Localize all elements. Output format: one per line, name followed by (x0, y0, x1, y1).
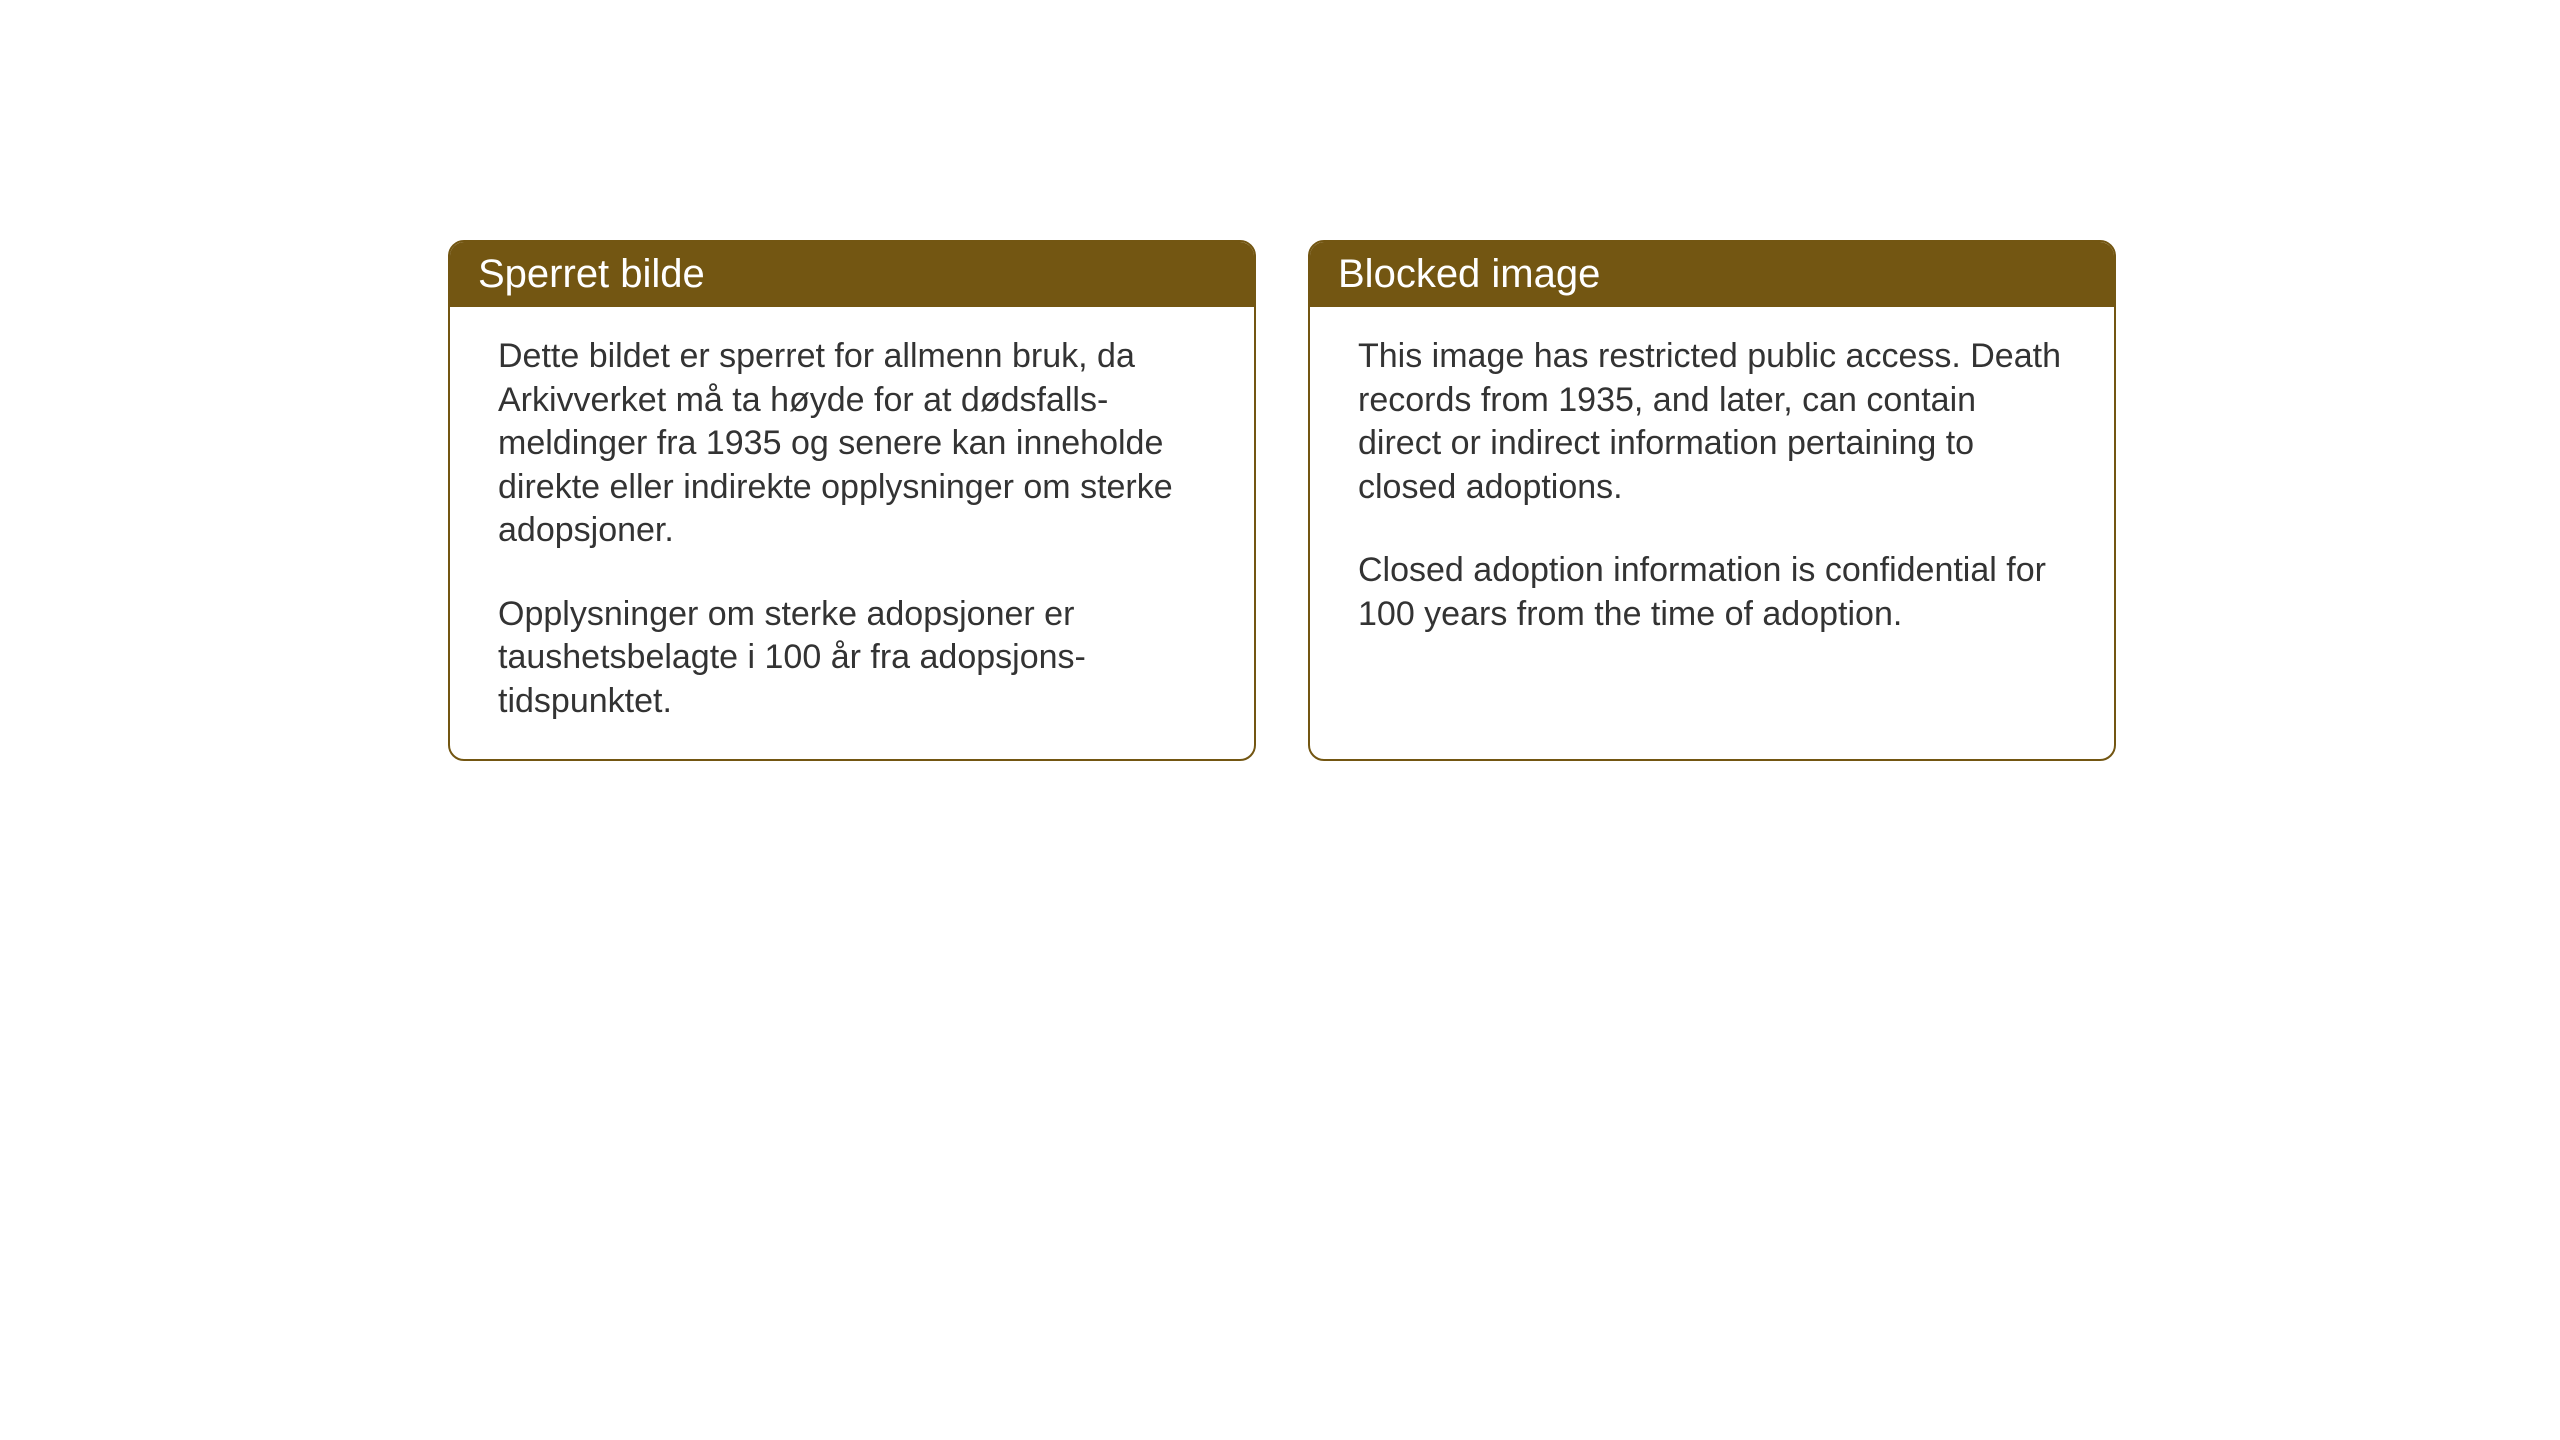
notice-title-english: Blocked image (1338, 252, 1600, 296)
notice-box-english: Blocked image This image has restricted … (1308, 240, 2116, 761)
notice-title-norwegian: Sperret bilde (478, 252, 705, 296)
notices-container: Sperret bilde Dette bildet er sperret fo… (448, 240, 2116, 761)
notice-header-english: Blocked image (1310, 242, 2114, 307)
notice-box-norwegian: Sperret bilde Dette bildet er sperret fo… (448, 240, 1256, 761)
notice-paragraph-1-norwegian: Dette bildet er sperret for allmenn bruk… (498, 335, 1206, 553)
notice-paragraph-1-english: This image has restricted public access.… (1358, 335, 2066, 509)
notice-paragraph-2-english: Closed adoption information is confident… (1358, 549, 2066, 636)
notice-body-norwegian: Dette bildet er sperret for allmenn bruk… (450, 307, 1254, 759)
notice-paragraph-2-norwegian: Opplysninger om sterke adopsjoner er tau… (498, 593, 1206, 724)
notice-body-english: This image has restricted public access.… (1310, 307, 2114, 672)
notice-header-norwegian: Sperret bilde (450, 242, 1254, 307)
